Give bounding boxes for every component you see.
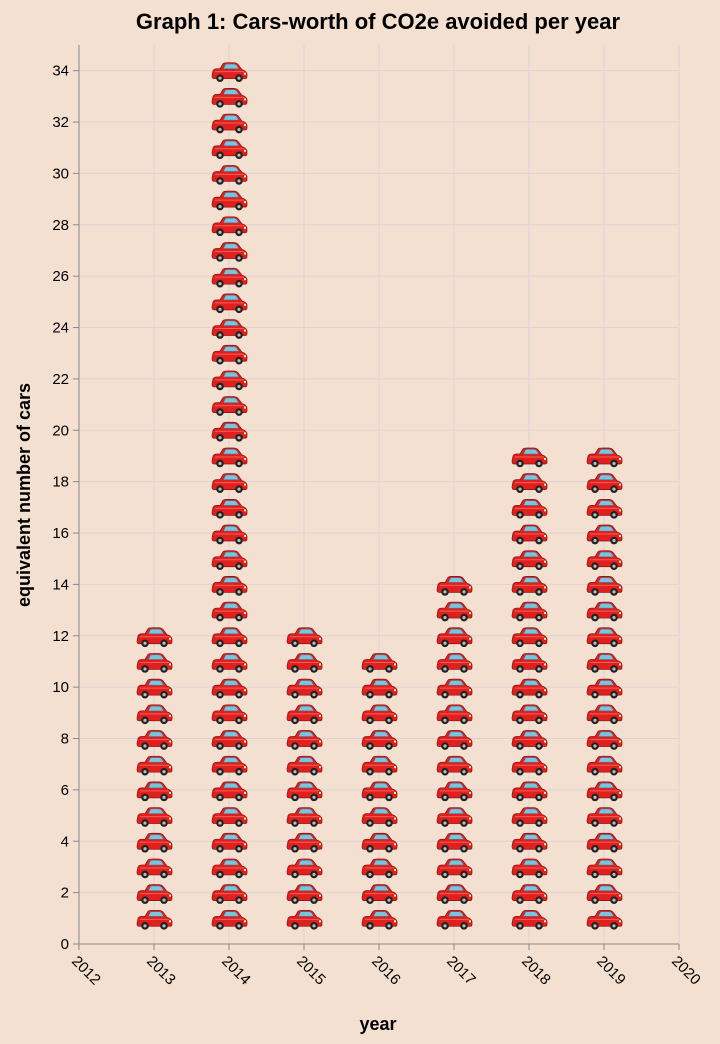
y-tick-label: 14 — [52, 576, 69, 593]
x-tick-label: 2020 — [668, 953, 704, 989]
y-tick-label: 4 — [61, 833, 69, 850]
y-tick-label: 30 — [52, 165, 69, 182]
x-tick-label: 2013 — [143, 953, 179, 989]
y-tick-label: 22 — [52, 371, 69, 388]
y-tick-label: 32 — [52, 114, 69, 131]
y-tick-label: 34 — [52, 63, 69, 80]
x-tick-label: 2017 — [443, 953, 479, 989]
bar-2016 — [361, 652, 398, 931]
y-tick-label: 20 — [52, 422, 69, 439]
y-tick-label: 16 — [52, 525, 69, 542]
y-tick-label: 28 — [52, 217, 69, 234]
x-tick-label: 2012 — [68, 953, 104, 989]
y-tick-label: 8 — [61, 731, 69, 748]
y-tick-label: 12 — [52, 628, 69, 645]
y-tick-label: 6 — [61, 782, 69, 799]
y-tick-label: 2 — [61, 885, 69, 902]
y-tick-label: 0 — [61, 936, 69, 953]
x-tick-label: 2019 — [593, 953, 629, 989]
x-tick-label: 2015 — [293, 953, 329, 989]
y-axis-title: equivalent number of cars — [14, 383, 34, 607]
x-tick-label: 2016 — [368, 953, 404, 989]
y-tick-label: 10 — [52, 679, 69, 696]
x-tick-label: 2014 — [218, 953, 254, 989]
x-tick-label: 2018 — [518, 953, 554, 989]
y-tick-label: 24 — [52, 320, 69, 337]
chart-title: Graph 1: Cars-worth of CO2e avoided per … — [136, 9, 621, 34]
y-tick-label: 26 — [52, 268, 69, 285]
y-tick-label: 18 — [52, 474, 69, 491]
x-axis-title: year — [359, 1014, 396, 1034]
